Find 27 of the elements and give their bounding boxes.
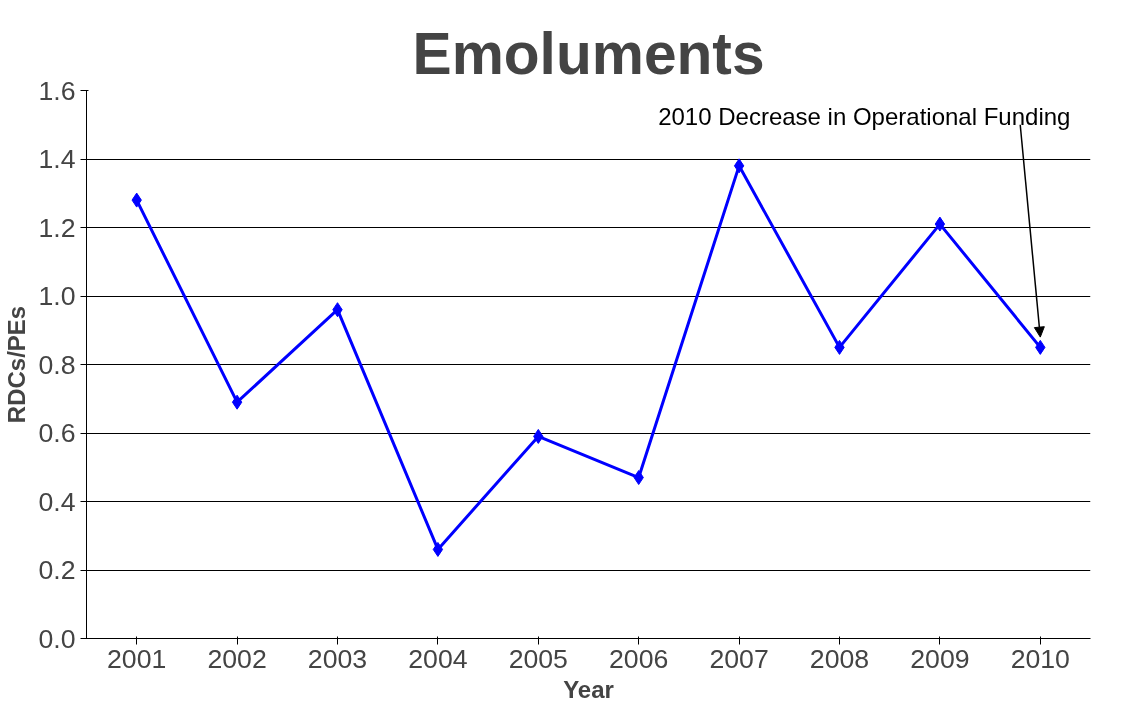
- y-tick-label: 0.0: [38, 623, 76, 654]
- point: [733, 158, 745, 174]
- y-tick-label: 1.2: [38, 212, 76, 243]
- x-tick-label: 2005: [508, 643, 568, 674]
- point: [934, 216, 946, 232]
- annotation: 2010 Decrease in Operational Funding: [658, 102, 1071, 130]
- point: [231, 394, 243, 410]
- y-tick-label: 1.6: [38, 75, 76, 106]
- point: [432, 541, 444, 557]
- y-tick-label: 0.8: [38, 349, 76, 380]
- x-axis-title: Year: [563, 675, 614, 703]
- chart-title: Emoluments: [412, 20, 765, 86]
- x-tick-label: 2002: [207, 643, 267, 674]
- x-tick-label: 2007: [709, 643, 769, 674]
- y-tick-label: 0.6: [38, 418, 76, 448]
- y-tick-label: 1.4: [38, 144, 76, 174]
- x-tick-label: 2009: [910, 643, 970, 674]
- x-tick-label: 2004: [408, 643, 468, 674]
- x-tick-label: 2006: [609, 643, 669, 674]
- y-tick-label: 1.0: [38, 281, 76, 311]
- x-tick-label: 2010: [1010, 643, 1070, 674]
- x-tick-label: 2001: [107, 643, 167, 674]
- y-axis-title: RDCs/PEs: [3, 305, 31, 424]
- y-tick-label: 0.4: [38, 486, 76, 517]
- x-tick-label: 2008: [809, 643, 870, 674]
- x-tick-label: 2003: [307, 643, 368, 674]
- y-tick-label: 0.2: [38, 555, 76, 585]
